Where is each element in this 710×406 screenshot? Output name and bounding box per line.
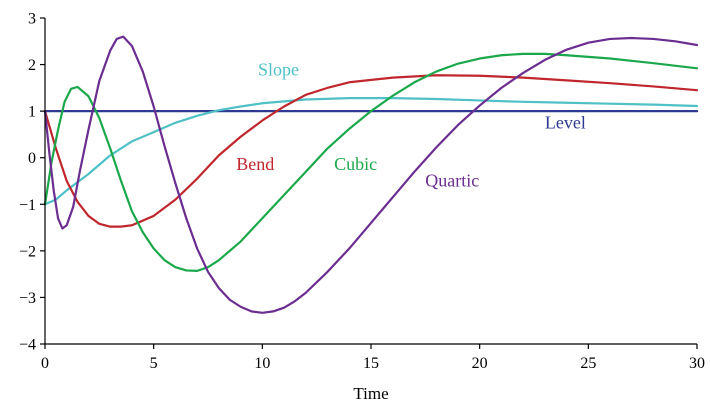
y-tick-label: −3 [19, 290, 36, 307]
x-tick-label: 0 [41, 355, 49, 372]
series-line-cubic [43, 52, 699, 272]
y-tick-label: −1 [19, 197, 36, 214]
x-tick-label: 25 [580, 355, 596, 372]
x-tick-label: 20 [472, 355, 488, 372]
series-label-bend: Bend [236, 154, 274, 174]
y-tick-label: 1 [28, 104, 36, 121]
x-tick-label: 5 [150, 355, 158, 372]
y-tick-label: −4 [19, 337, 36, 354]
series-line-quartic [43, 35, 699, 314]
series-line-slope [43, 97, 699, 206]
x-axis-title: Time [353, 384, 388, 403]
y-tick-label: 0 [28, 150, 36, 167]
series-label-cubic: Cubic [334, 154, 377, 174]
y-tick-label: 3 [28, 11, 36, 28]
x-tick-label: 10 [254, 355, 270, 372]
labels-layer: Level Slope Bend Cubic Quartic [236, 59, 586, 190]
y-tick-label: 2 [28, 57, 36, 74]
series-layer [43, 35, 699, 314]
series-label-slope: Slope [258, 59, 299, 79]
y-tick-label: −2 [19, 243, 36, 260]
series-label-level: Level [545, 112, 586, 132]
series-label-quartic: Quartic [425, 171, 479, 191]
x-tick-label: 30 [689, 355, 705, 372]
series-line-bend [43, 74, 699, 228]
x-tick-label: 15 [363, 355, 379, 372]
